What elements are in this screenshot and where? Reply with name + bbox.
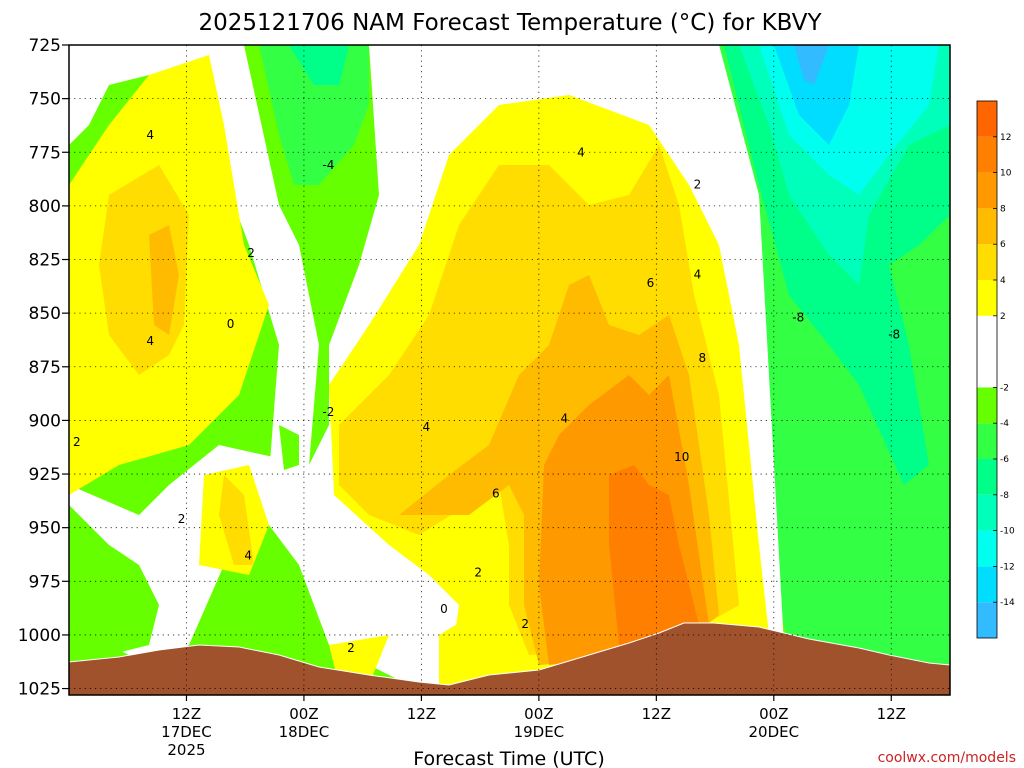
credit-text: coolwx.com/models: [878, 750, 1016, 766]
x-tick-time: 12Z: [407, 705, 436, 723]
contour-label: 10: [674, 450, 689, 464]
contour-label: 4: [560, 411, 568, 425]
contour-label: -8: [888, 328, 900, 342]
colorbar-tick-label: -10: [1000, 527, 1015, 537]
y-tick-label: 950: [29, 519, 61, 539]
colorbar-bin: [977, 315, 997, 388]
contour-label: 4: [422, 420, 430, 434]
y-tick-label: 975: [29, 572, 61, 592]
temperature-fill: [69, 45, 950, 685]
colorbar-bin: [977, 423, 997, 459]
contour-label: 4: [694, 268, 702, 282]
plot-area: 4 4 2 0 -4 -2 2 2 4 2 4 6 2 0 2 4 4 2 4 6 8 10 -8 -8: [69, 45, 950, 695]
contour-label: 2: [694, 177, 702, 191]
x-tick-date: 18DEC: [279, 723, 330, 741]
plot-frame: [68, 44, 951, 696]
contour-label: 4: [146, 128, 154, 142]
contour-label: 2: [474, 566, 482, 580]
x-tick-time: 00Z: [524, 705, 553, 723]
x-tick-time: 12Z: [172, 705, 201, 723]
contour-label: -2: [322, 405, 334, 419]
colorbar-tick-label: 10: [1000, 169, 1012, 179]
contour-label: 2: [178, 512, 186, 526]
y-tick-label: 875: [29, 358, 61, 378]
colorbar-bin: [977, 602, 997, 638]
contour-label: 0: [227, 317, 235, 331]
colorbar-tick-label: 2: [1000, 312, 1006, 322]
colorbar-bin: [977, 530, 997, 567]
colorbar-bin: [977, 387, 997, 424]
y-tick-label: 850: [29, 304, 61, 324]
colorbar-tick-label: -8: [1000, 491, 1009, 501]
contour-label: -4: [322, 158, 334, 172]
contour-label: 2: [73, 435, 81, 449]
y-tick-label: 1000: [18, 626, 61, 646]
contour-label: 2: [247, 246, 255, 260]
y-tick-label: 750: [29, 90, 61, 110]
x-tick-year: 2025: [167, 741, 205, 759]
colorbar-tick-label: 4: [1000, 276, 1006, 286]
colorbar-tick-label: 8: [1000, 204, 1006, 214]
colorbar-tick-label: -2: [1000, 383, 1009, 393]
colorbar-bin: [977, 136, 997, 173]
terrain: [69, 622, 950, 695]
x-tick-time: 12Z: [877, 705, 906, 723]
y-tick-label: 825: [29, 251, 61, 271]
contour-label: 6: [492, 486, 500, 500]
colorbar-frame: [976, 100, 998, 639]
contour-label: 2: [347, 641, 355, 655]
colorbar-bin: [977, 208, 997, 245]
colorbar-bin: [977, 566, 997, 603]
x-tick-date: 19DEC: [514, 723, 565, 741]
colorbar-bin: [977, 280, 997, 316]
chart-title: 2025121706 NAM Forecast Temperature (°C)…: [198, 10, 822, 36]
colorbar-tick-label: -6: [1000, 455, 1009, 465]
colorbar-bin: [977, 494, 997, 531]
colorbar-tick-label: -12: [1000, 562, 1015, 572]
colorbar-bin: [977, 172, 997, 209]
y-tick-label: 725: [29, 36, 61, 56]
colorbar-tick-label: -14: [1000, 598, 1015, 608]
contour-label: 2: [521, 617, 529, 631]
contour-label: -8: [792, 310, 804, 324]
x-axis-label: Forecast Time (UTC): [413, 748, 604, 768]
colorbar-bin: [977, 101, 997, 137]
x-tick-time: 12Z: [642, 705, 671, 723]
colorbar: 12 10 8 6 4 2 -2 -4 -6 -8 -10 -12 -14: [976, 100, 1015, 639]
x-tick-date: 20DEC: [749, 723, 800, 741]
colorbar-tick-label: 12: [1000, 133, 1011, 143]
y-tick-label: 900: [29, 411, 61, 431]
contour-label: 4: [146, 334, 154, 348]
y-tick-label: 775: [29, 143, 61, 163]
contour-label: 0: [440, 602, 448, 616]
x-tick-time: 00Z: [759, 705, 788, 723]
y-axis: 725 750 775 800 825 850 875 900 925 950 975 1000 102…: [18, 36, 69, 700]
colorbar-bin: [977, 459, 997, 495]
y-tick-label: 800: [29, 197, 61, 217]
x-tick-date: 17DEC: [161, 723, 212, 741]
contour-labels: 4 4 2 0 -4 -2 2 2 4 2 4 6 2 0 2 4 4 2 4 6 8 10 -8 -8: [73, 128, 900, 655]
x-tick-time: 00Z: [289, 705, 318, 723]
colorbar-bin: [977, 244, 997, 280]
contour-label: 6: [647, 276, 655, 290]
y-tick-label: 1025: [18, 680, 61, 700]
colorbar-tick-label: -4: [1000, 419, 1009, 429]
y-tick-label: 925: [29, 465, 61, 485]
colorbar-tick-label: 6: [1000, 240, 1006, 250]
contour-label: 4: [577, 145, 585, 159]
contour-label: 8: [699, 351, 707, 365]
contour-label: 4: [244, 549, 252, 563]
gridlines: [69, 45, 950, 695]
